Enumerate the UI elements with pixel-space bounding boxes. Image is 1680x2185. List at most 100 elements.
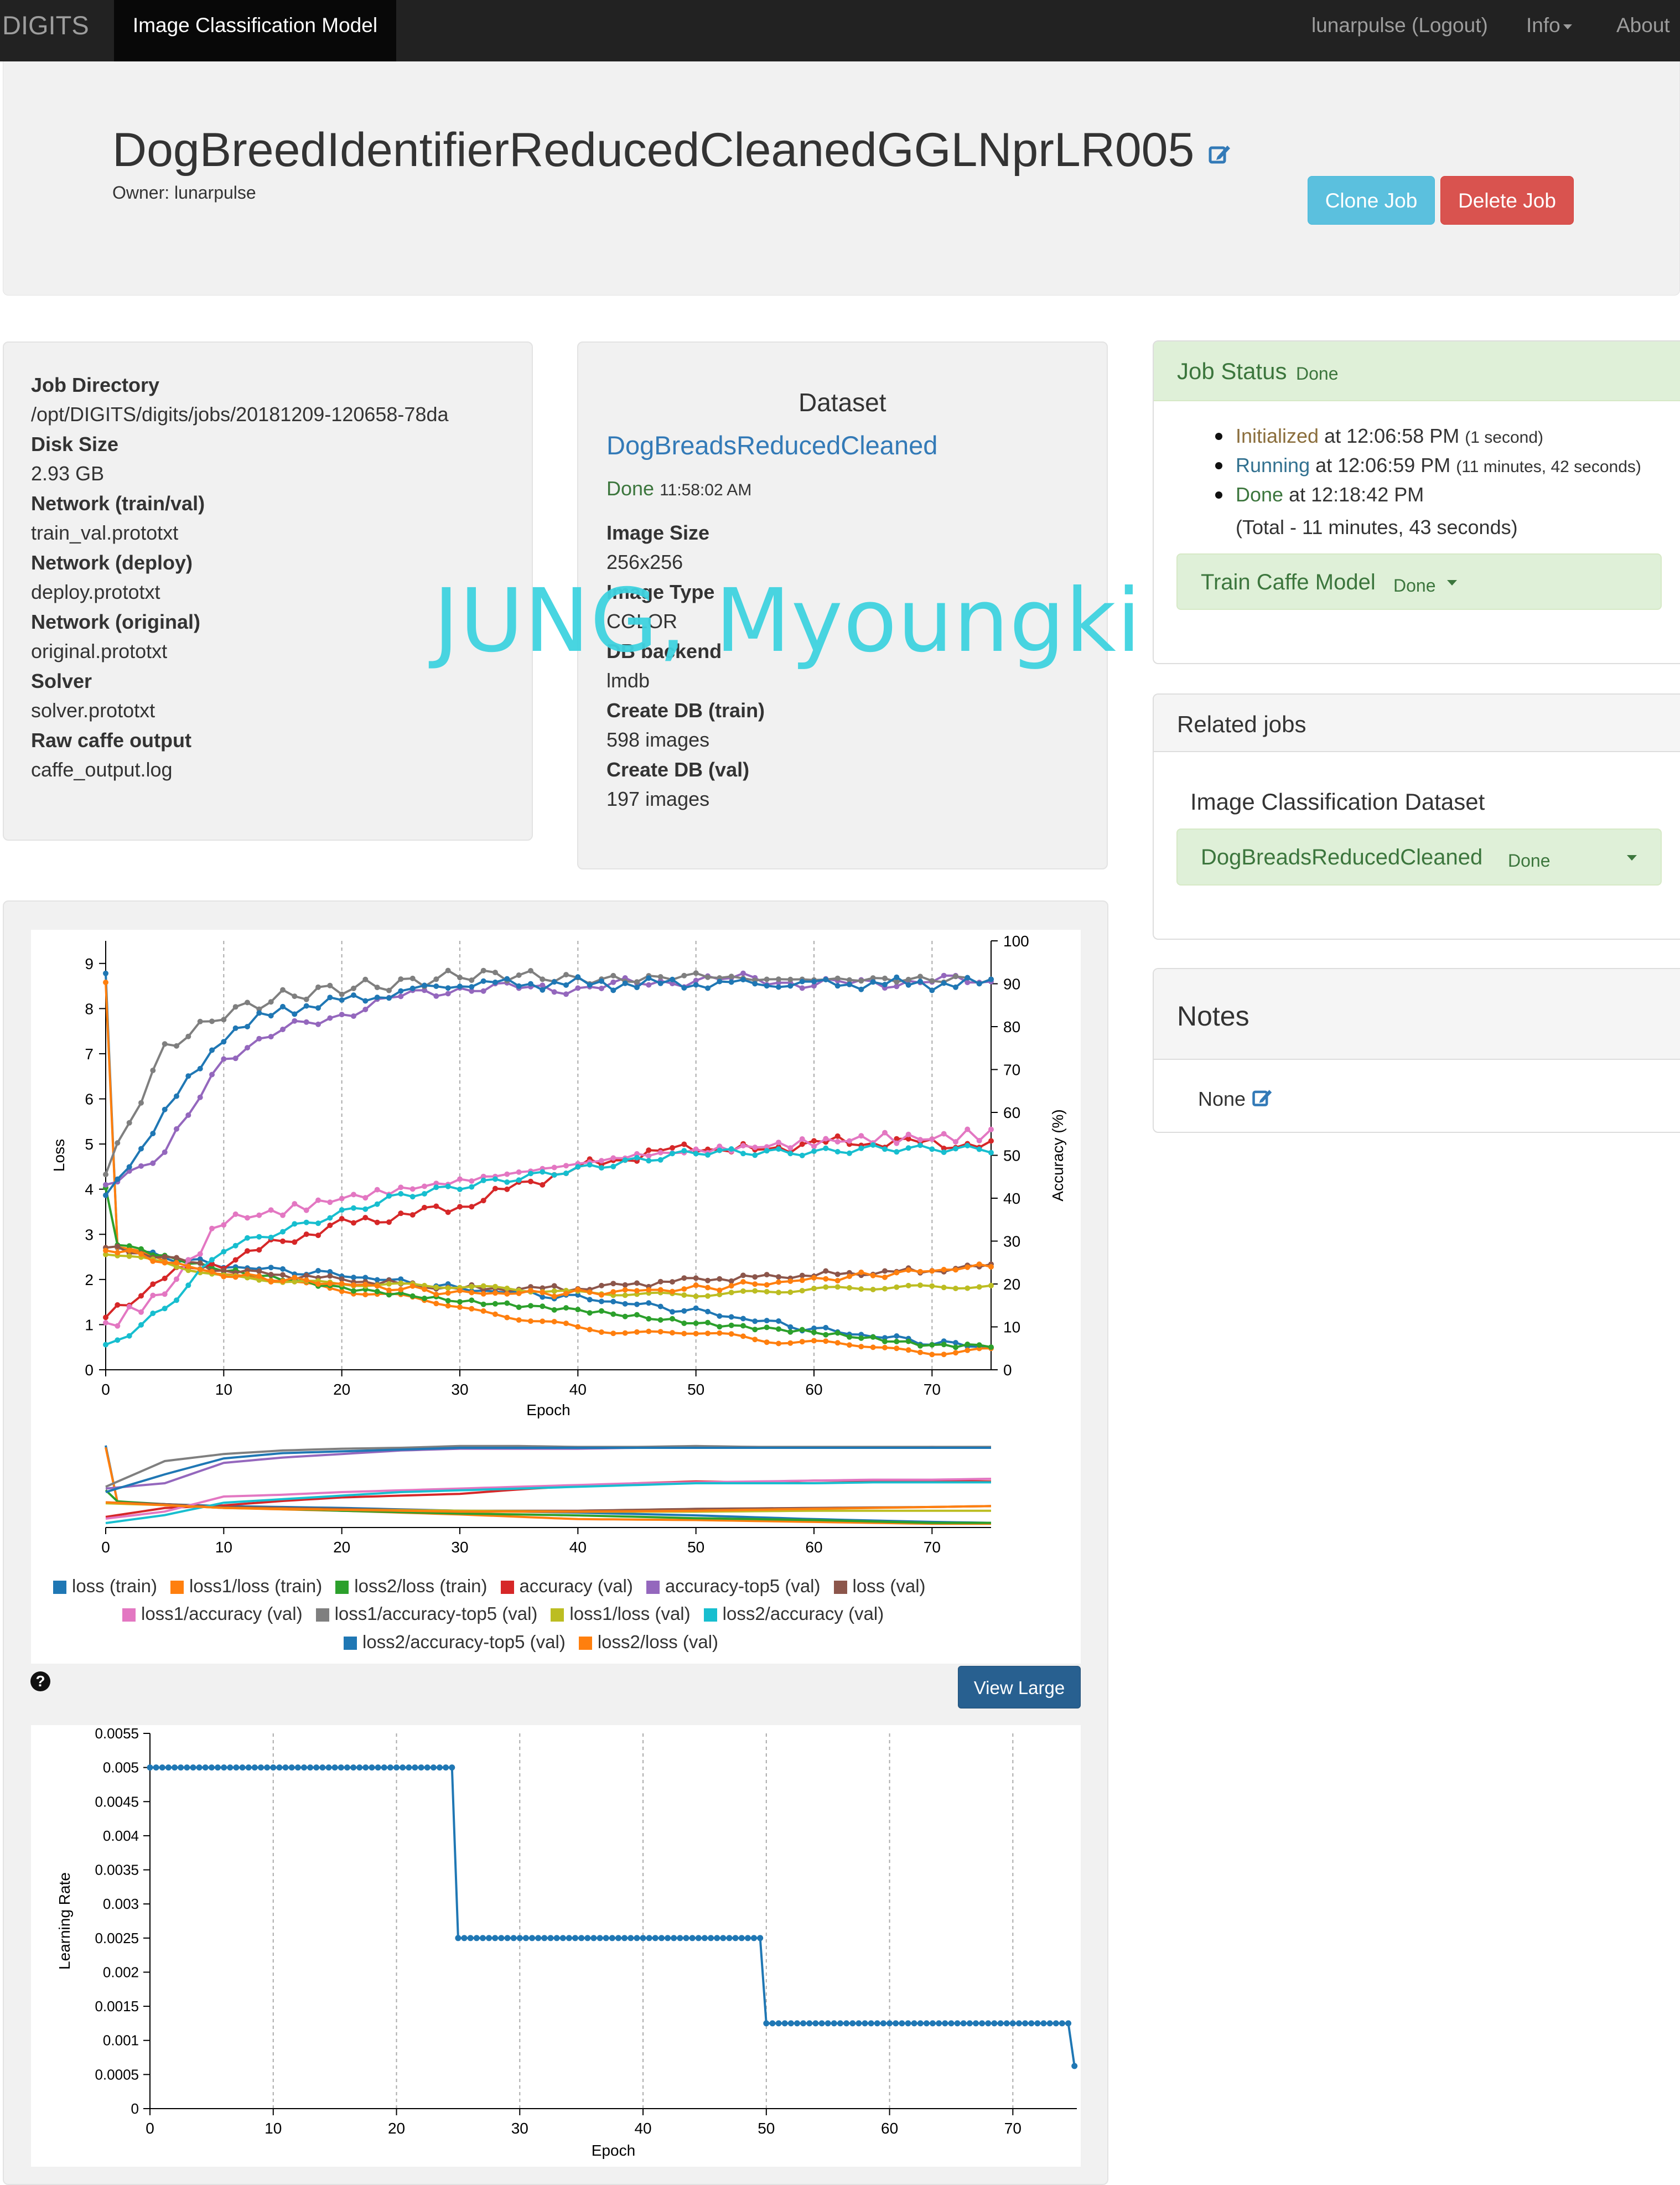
data-point (917, 974, 923, 980)
lr-point (208, 1764, 215, 1771)
train-task-label: Train Caffe Model (1201, 570, 1376, 594)
data-point (480, 1198, 486, 1204)
lr-point (603, 1935, 609, 1941)
legend-item[interactable]: loss2/loss (train) (335, 1576, 488, 1596)
help-icon[interactable]: ? (30, 1671, 50, 1691)
data-point (740, 1143, 746, 1149)
data-point (492, 1301, 498, 1307)
legend-item[interactable]: loss (train) (53, 1576, 157, 1596)
data-point (126, 1120, 132, 1126)
legend-item[interactable]: loss1/accuracy-top5 (val) (315, 1603, 537, 1624)
data-point (764, 983, 770, 989)
data-point (563, 1171, 569, 1176)
data-point (717, 1330, 723, 1336)
data-point (245, 1045, 250, 1051)
legend-item[interactable]: loss2/accuracy-top5 (val) (344, 1632, 566, 1652)
data-point (787, 1278, 794, 1284)
legend-item[interactable]: loss (val) (833, 1576, 926, 1596)
data-point (657, 980, 663, 986)
data-point (268, 1272, 274, 1277)
data-point (492, 979, 498, 985)
data-point (221, 1222, 227, 1228)
dataset-status-label: Done (606, 477, 655, 500)
data-point (303, 1003, 309, 1009)
lr-point (751, 1935, 757, 1941)
related-dataset-dropdown[interactable]: DogBreadsReducedCleaned Done (1176, 829, 1662, 886)
edit-icon[interactable] (1251, 1086, 1273, 1108)
about-menu[interactable]: About (1616, 0, 1680, 80)
lr-point (985, 2020, 992, 2027)
data-point (976, 981, 982, 987)
legend-row: loss2/accuracy-top5 (val) loss2/loss (val… (344, 1632, 732, 1653)
data-point (941, 1342, 947, 1348)
info-file-link[interactable]: solver.prototxt (31, 699, 155, 722)
lr-point (609, 1935, 615, 1941)
data-point (551, 1172, 557, 1178)
data-point (575, 974, 581, 980)
brand-logo[interactable]: DIGITS (2, 11, 89, 40)
data-point (976, 1284, 982, 1290)
data-point (905, 1347, 911, 1353)
legend-item[interactable]: accuracy (val) (500, 1576, 633, 1596)
data-point (504, 1186, 510, 1192)
data-point (811, 1275, 817, 1281)
lr-point (781, 2020, 788, 2027)
lr-point (307, 1764, 314, 1771)
lr-point (202, 1764, 209, 1771)
legend-item[interactable]: loss2/loss (val) (578, 1632, 718, 1652)
nav-tab-active[interactable]: Image Classification Model (114, 0, 396, 61)
edit-icon[interactable] (1207, 141, 1232, 165)
data-point (528, 1318, 533, 1324)
lr-point (991, 2020, 998, 2027)
info-file-link[interactable]: caffe_output.log (31, 758, 173, 781)
legend-item[interactable]: loss1/loss (train) (170, 1576, 322, 1596)
data-point (953, 984, 958, 990)
data-point (185, 1073, 191, 1079)
legend-swatch (170, 1581, 184, 1594)
data-point (386, 1292, 392, 1298)
data-point (185, 1264, 191, 1270)
legend-item[interactable]: loss1/accuracy (val) (122, 1603, 303, 1624)
data-point (315, 1220, 321, 1226)
data-point (551, 1307, 557, 1313)
train-task-dropdown[interactable]: Train Caffe Model Done (1176, 553, 1662, 610)
legend-item[interactable]: accuracy-top5 (val) (646, 1576, 821, 1596)
data-point (776, 984, 781, 990)
data-point (362, 1007, 369, 1012)
data-point (823, 1324, 829, 1330)
data-point (717, 1292, 723, 1297)
data-point (917, 1343, 923, 1349)
info-menu[interactable]: Info (1526, 0, 1572, 61)
data-point (776, 1326, 781, 1332)
data-point (905, 1131, 911, 1137)
lr-point (812, 2020, 819, 2027)
data-point (622, 1330, 628, 1336)
dataset-link[interactable]: DogBreadsReducedCleaned (606, 431, 938, 460)
data-point (386, 1193, 392, 1199)
legend-item[interactable]: loss1/loss (val) (551, 1603, 691, 1624)
clone-job-button[interactable]: Clone Job (1308, 176, 1435, 225)
user-logout-link[interactable]: lunarpulse (Logout) (1311, 14, 1488, 37)
data-point (197, 1018, 203, 1024)
data-point (563, 1305, 569, 1311)
data-point (646, 975, 652, 981)
lr-point (184, 1764, 190, 1771)
info-file-link[interactable]: deploy.prototxt (31, 581, 160, 603)
lr-point (393, 1764, 400, 1771)
train-task-status: Done (1393, 576, 1436, 596)
data-point (115, 1302, 121, 1308)
info-file-link[interactable]: train_val.prototxt (31, 521, 179, 544)
view-large-button[interactable]: View Large (958, 1666, 1081, 1708)
learning-rate-chart[interactable]: 0 0.0005 0.001 0.0015 0.002 0.0025 0.003 0.0035… (31, 1725, 1081, 2167)
data-point (386, 995, 392, 1001)
data-point (752, 1327, 758, 1333)
delete-job-button[interactable]: Delete Job (1440, 176, 1574, 225)
status-event-time: at 12:18:42 PM (1283, 483, 1424, 506)
info-file-link[interactable]: original.prototxt (31, 640, 168, 662)
legend-item[interactable]: loss2/accuracy (val) (703, 1603, 884, 1624)
status-event: Running at 12:06:59 PM (11 minutes, 42 s… (1236, 454, 1641, 477)
lr-point (338, 1764, 344, 1771)
data-point (728, 1314, 734, 1320)
data-point (776, 1318, 781, 1324)
